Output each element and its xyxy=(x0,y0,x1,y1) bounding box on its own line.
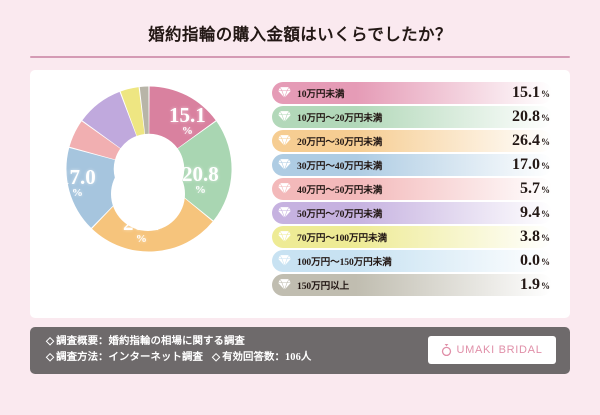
legend-value: 26.4% xyxy=(512,132,552,150)
brand-logo[interactable]: UMAKI BRIDAL xyxy=(428,336,556,364)
page-title: 婚約指輪の購入金額はいくらでしたか？ xyxy=(148,25,452,44)
legend-row: 20万円～30万円未満 26.4% xyxy=(272,129,552,152)
legend-value: 20.8% xyxy=(512,108,552,126)
donut-slice xyxy=(82,91,137,148)
legend-value-number: 26.4 xyxy=(512,131,540,149)
legend-label: 10万円未満 xyxy=(297,88,345,100)
legend-row: 10万円未満 15.1% xyxy=(272,81,552,104)
legend-value-unit: % xyxy=(541,184,550,195)
diamond-icon xyxy=(277,230,292,243)
legend-label: 50万円～70万円未満 xyxy=(297,208,383,220)
diamond-icon xyxy=(277,86,292,99)
survey-overview-text: 調査概要：婚約指輪の相場に関する調査 xyxy=(56,335,245,347)
legend-value-unit: % xyxy=(541,280,550,291)
slice-label-1: 15.1 % xyxy=(169,102,206,138)
legend-value: 1.9% xyxy=(520,276,552,294)
legend-value-number: 1.9 xyxy=(520,275,540,293)
legend-value-number: 3.8 xyxy=(520,227,540,245)
legend-row: 10万円～20万円未満 20.8% xyxy=(272,105,552,128)
survey-responses-text: 有効回答数：106人 xyxy=(222,352,312,363)
donut-center-hole xyxy=(111,156,185,231)
slice-label-3: 26.4 % xyxy=(123,210,160,246)
legend-label: 40万円～50万円未満 xyxy=(297,184,383,196)
legend-row: 40万円～50万円未満 5.7% xyxy=(272,177,552,200)
legend-value: 0.0% xyxy=(520,252,552,270)
diamond-icon xyxy=(277,182,292,195)
legend-value-number: 17.0 xyxy=(512,155,540,173)
diamond-icon xyxy=(277,278,292,291)
legend-value-number: 9.4 xyxy=(520,203,540,221)
legend-value: 9.4% xyxy=(520,204,552,222)
donut-slice xyxy=(66,147,125,228)
survey-note-line-2: ◇ 調査方法：インターネット調査 ◇ 有効回答数：106人 xyxy=(46,350,311,366)
legend-label: 150万円以上 xyxy=(297,280,350,292)
content-card: 15.1 % 20.8 % 26.4 % 17.0 % 10万円未満 15.1% 1… xyxy=(30,69,570,318)
legend-row: 50万円～70万円未満 9.4% xyxy=(272,201,552,224)
legend-label: 20万円～30万円未満 xyxy=(297,136,383,148)
survey-note-line-1: ◇ 調査概要：婚約指輪の相場に関する調査 xyxy=(46,334,311,350)
legend-value-unit: % xyxy=(541,88,550,99)
diamond-icon xyxy=(277,206,292,219)
donut-slice xyxy=(149,85,216,148)
legend-value-unit: % xyxy=(541,208,550,219)
legend-value: 5.7% xyxy=(520,180,552,198)
legend-label: 30万円～40万円未満 xyxy=(297,160,383,172)
legend-label: 70万円～100万円未満 xyxy=(297,232,387,244)
legend-value-unit: % xyxy=(541,136,550,147)
brand-logo-text: UMAKI BRIDAL xyxy=(456,344,543,356)
diamond-marker-icon: ◇ xyxy=(46,335,55,347)
legend-value-number: 20.8 xyxy=(512,107,540,125)
legend-value-unit: % xyxy=(541,256,550,267)
legend-label: 100万円～150万円未満 xyxy=(297,256,392,268)
legend-value-number: 5.7 xyxy=(520,179,540,197)
diamond-icon xyxy=(277,134,292,147)
legend-row: 30万円～40万円未満 17.0% xyxy=(272,153,552,176)
legend-value-unit: % xyxy=(541,112,550,123)
legend-row: 70万円～100万円未満 3.8% xyxy=(272,225,552,248)
legend-list: 10万円未満 15.1% 10万円～20万円未満 20.8% 20万円～30万円未満 26… xyxy=(266,70,570,296)
diamond-marker-icon: ◇ xyxy=(46,352,55,363)
title-divider xyxy=(30,56,570,58)
legend-row: 150万円以上 1.9% xyxy=(272,273,552,296)
slice-label-4: 17.0 % xyxy=(59,164,96,200)
legend-value: 15.1% xyxy=(512,84,552,102)
legend-value-unit: % xyxy=(541,160,550,171)
donut-slice xyxy=(120,86,145,136)
legend-value: 17.0% xyxy=(512,156,552,174)
legend-value-number: 0.0 xyxy=(520,251,540,269)
legend-label: 10万円～20万円未満 xyxy=(297,112,383,124)
diamond-marker-icon: ◇ xyxy=(211,352,221,363)
donut-slice xyxy=(69,120,121,160)
legend-row: 100万円～150万円未満 0.0% xyxy=(272,249,552,272)
diamond-icon xyxy=(277,158,292,171)
slice-label-2: 20.8 % xyxy=(182,161,219,197)
diamond-icon xyxy=(277,110,292,123)
donut-chart: 15.1 % 20.8 % 26.4 % 17.0 % xyxy=(30,70,266,318)
donut-slice xyxy=(139,85,149,134)
donut-slice xyxy=(176,120,232,221)
legend-value-unit: % xyxy=(541,232,550,243)
footer-bar: ◇ 調査概要：婚約指輪の相場に関する調査 ◇ 調査方法：インターネット調査 ◇ 有効回答… xyxy=(30,326,570,374)
survey-method-text: 調査方法：インターネット調査 xyxy=(56,352,203,363)
ring-icon xyxy=(442,344,452,357)
diamond-icon xyxy=(277,254,292,267)
survey-notes: ◇ 調査概要：婚約指輪の相場に関する調査 ◇ 調査方法：インターネット調査 ◇ 有効回答… xyxy=(46,334,311,366)
legend-value-number: 15.1 xyxy=(512,83,540,101)
legend-value: 3.8% xyxy=(520,228,552,246)
